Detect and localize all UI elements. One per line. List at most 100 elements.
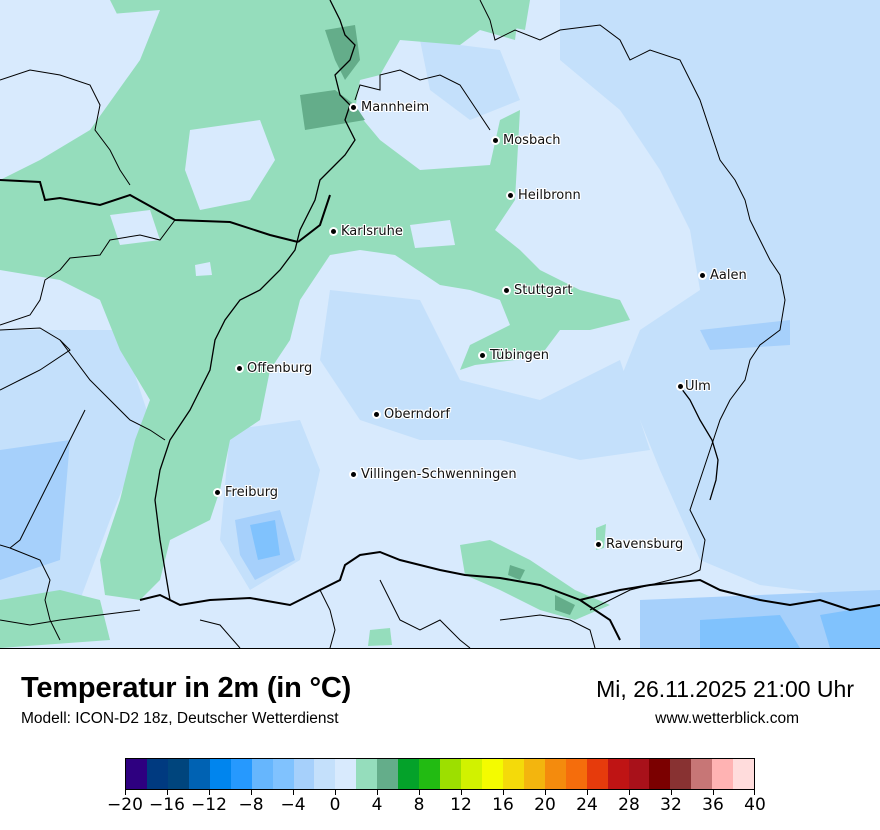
colorbar-tick <box>754 790 755 795</box>
colorbar-segment <box>419 759 441 789</box>
city-label: Oberndorf <box>384 407 450 422</box>
colorbar-segment <box>146 759 168 789</box>
city-marker-mosbach: Mosbach <box>493 133 561 148</box>
city-dot-icon <box>351 105 356 110</box>
city-marker-aalen: Aalen <box>700 268 747 283</box>
colorbar-tick <box>377 790 378 795</box>
city-label: Heilbronn <box>518 188 581 203</box>
colorbar-tick <box>671 790 672 795</box>
colorbar-tick-label: −16 <box>149 795 185 815</box>
city-marker-ravensburg: Ravensburg <box>596 537 683 552</box>
warmer-zone-layer <box>300 25 575 615</box>
colorbar-tick <box>629 790 630 795</box>
border-lines <box>0 0 880 648</box>
colorbar-segment <box>377 759 399 789</box>
city-label: Freiburg <box>225 485 279 500</box>
website-link[interactable]: www.wetterblick.com <box>655 710 799 727</box>
colorbar-segment <box>293 759 315 789</box>
colorbar-segment <box>481 759 503 789</box>
city-dot-icon <box>678 384 683 389</box>
colorbar-segment <box>628 759 650 789</box>
city-marker-heilbronn: Heilbronn <box>508 188 581 203</box>
colorbar-segment <box>586 759 608 789</box>
city-label: Offenburg <box>247 361 313 376</box>
colorbar-tick <box>713 790 714 795</box>
colorbar-tick <box>125 790 126 795</box>
city-dot-icon <box>351 472 356 477</box>
colorbar-tick <box>251 790 252 795</box>
colorbar-tick-label: 36 <box>702 795 724 815</box>
colorbar-segment <box>314 759 336 789</box>
city-marker-karlsruhe: Karlsruhe <box>331 224 403 239</box>
city-dot-icon <box>508 193 513 198</box>
colorbar-tick-label: −4 <box>280 795 306 815</box>
city-marker-oberndorf: Oberndorf <box>374 407 450 422</box>
colorbar-segment <box>209 759 231 789</box>
colorbar-tick-label: 16 <box>492 795 514 815</box>
colorbar-segment <box>356 759 378 789</box>
colorbar-segment <box>649 759 671 789</box>
colorbar-tick-label: 40 <box>744 795 766 815</box>
colorbar-segment <box>167 759 189 789</box>
colorbar-tick <box>167 790 168 795</box>
colorbar-tick-label: −20 <box>107 795 143 815</box>
colorbar-segment <box>335 759 357 789</box>
colorbar-segment <box>398 759 420 789</box>
map-title: Temperatur in 2m (in °C) <box>21 672 352 704</box>
colorbar-tick-label: 0 <box>329 795 341 815</box>
colorbar-tick <box>545 790 546 795</box>
colorbar-segment <box>440 759 461 789</box>
city-dot-icon <box>237 366 242 371</box>
city-dot-icon <box>596 542 601 547</box>
colorbar-tick <box>587 790 588 795</box>
map-field <box>0 0 880 648</box>
city-dot-icon <box>504 288 509 293</box>
colorbar <box>125 758 755 790</box>
colorbar-tick-label: 8 <box>413 795 425 815</box>
city-marker-villingen-schwenningen: Villingen-Schwenningen <box>351 467 517 482</box>
colorbar-tick-label: −8 <box>238 795 264 815</box>
city-marker-offenburg: Offenburg <box>237 361 312 376</box>
city-label: Aalen <box>710 268 747 283</box>
colorbar-tick <box>335 790 336 795</box>
temperature-map: Mannheim Mosbach Heilbronn Karlsruhe Aal… <box>0 0 880 649</box>
colorbar-segment <box>544 759 566 789</box>
city-marker-tuebingen: Tübingen <box>480 348 549 363</box>
city-label: Stuttgart <box>514 283 573 298</box>
colorbar-segment <box>461 759 482 789</box>
colorbar-tick <box>503 790 504 795</box>
coldest-zone-layer <box>250 520 880 648</box>
colorbar-segment <box>607 759 629 789</box>
colorbar-segment <box>502 759 524 789</box>
city-label: Ulm <box>685 379 711 394</box>
city-label: Villingen-Schwenningen <box>361 467 517 482</box>
colorbar-ticks: −20 −16 −12 −8 −4 0 4 8 12 16 20 24 28 32 36 40 <box>107 790 766 820</box>
colorbar-segment <box>272 759 294 789</box>
city-marker-ulm: Ulm <box>678 379 711 394</box>
colorbar-tick-label: 4 <box>371 795 383 815</box>
colorbar-tick-label: −12 <box>191 795 227 815</box>
colorbar-tick-label: 28 <box>618 795 640 815</box>
colorbar-tick-label: 24 <box>576 795 598 815</box>
colorbar-segment <box>251 759 273 789</box>
colorbar-tick-label: 32 <box>660 795 682 815</box>
city-dot-icon <box>480 353 485 358</box>
colorbar-segment <box>733 759 755 789</box>
city-label: Tübingen <box>490 348 549 363</box>
colorbar-segment <box>565 759 587 789</box>
colorbar-tick <box>419 790 420 795</box>
city-label: Mosbach <box>503 133 561 148</box>
warm-holes <box>0 10 455 276</box>
city-marker-stuttgart: Stuttgart <box>504 283 572 298</box>
colorbar-tick <box>209 790 210 795</box>
valid-datetime: Mi, 26.11.2025 21:00 Uhr <box>596 676 854 702</box>
city-label: Mannheim <box>361 100 430 115</box>
city-label: Karlsruhe <box>341 224 403 239</box>
colorbar-segment <box>712 759 734 789</box>
city-dot-icon <box>700 273 705 278</box>
colorbar-segment <box>230 759 252 789</box>
colorbar-tick-label: 20 <box>534 795 556 815</box>
city-marker-freiburg: Freiburg <box>215 485 278 500</box>
city-dot-icon <box>331 229 336 234</box>
colorbar-tick <box>461 790 462 795</box>
